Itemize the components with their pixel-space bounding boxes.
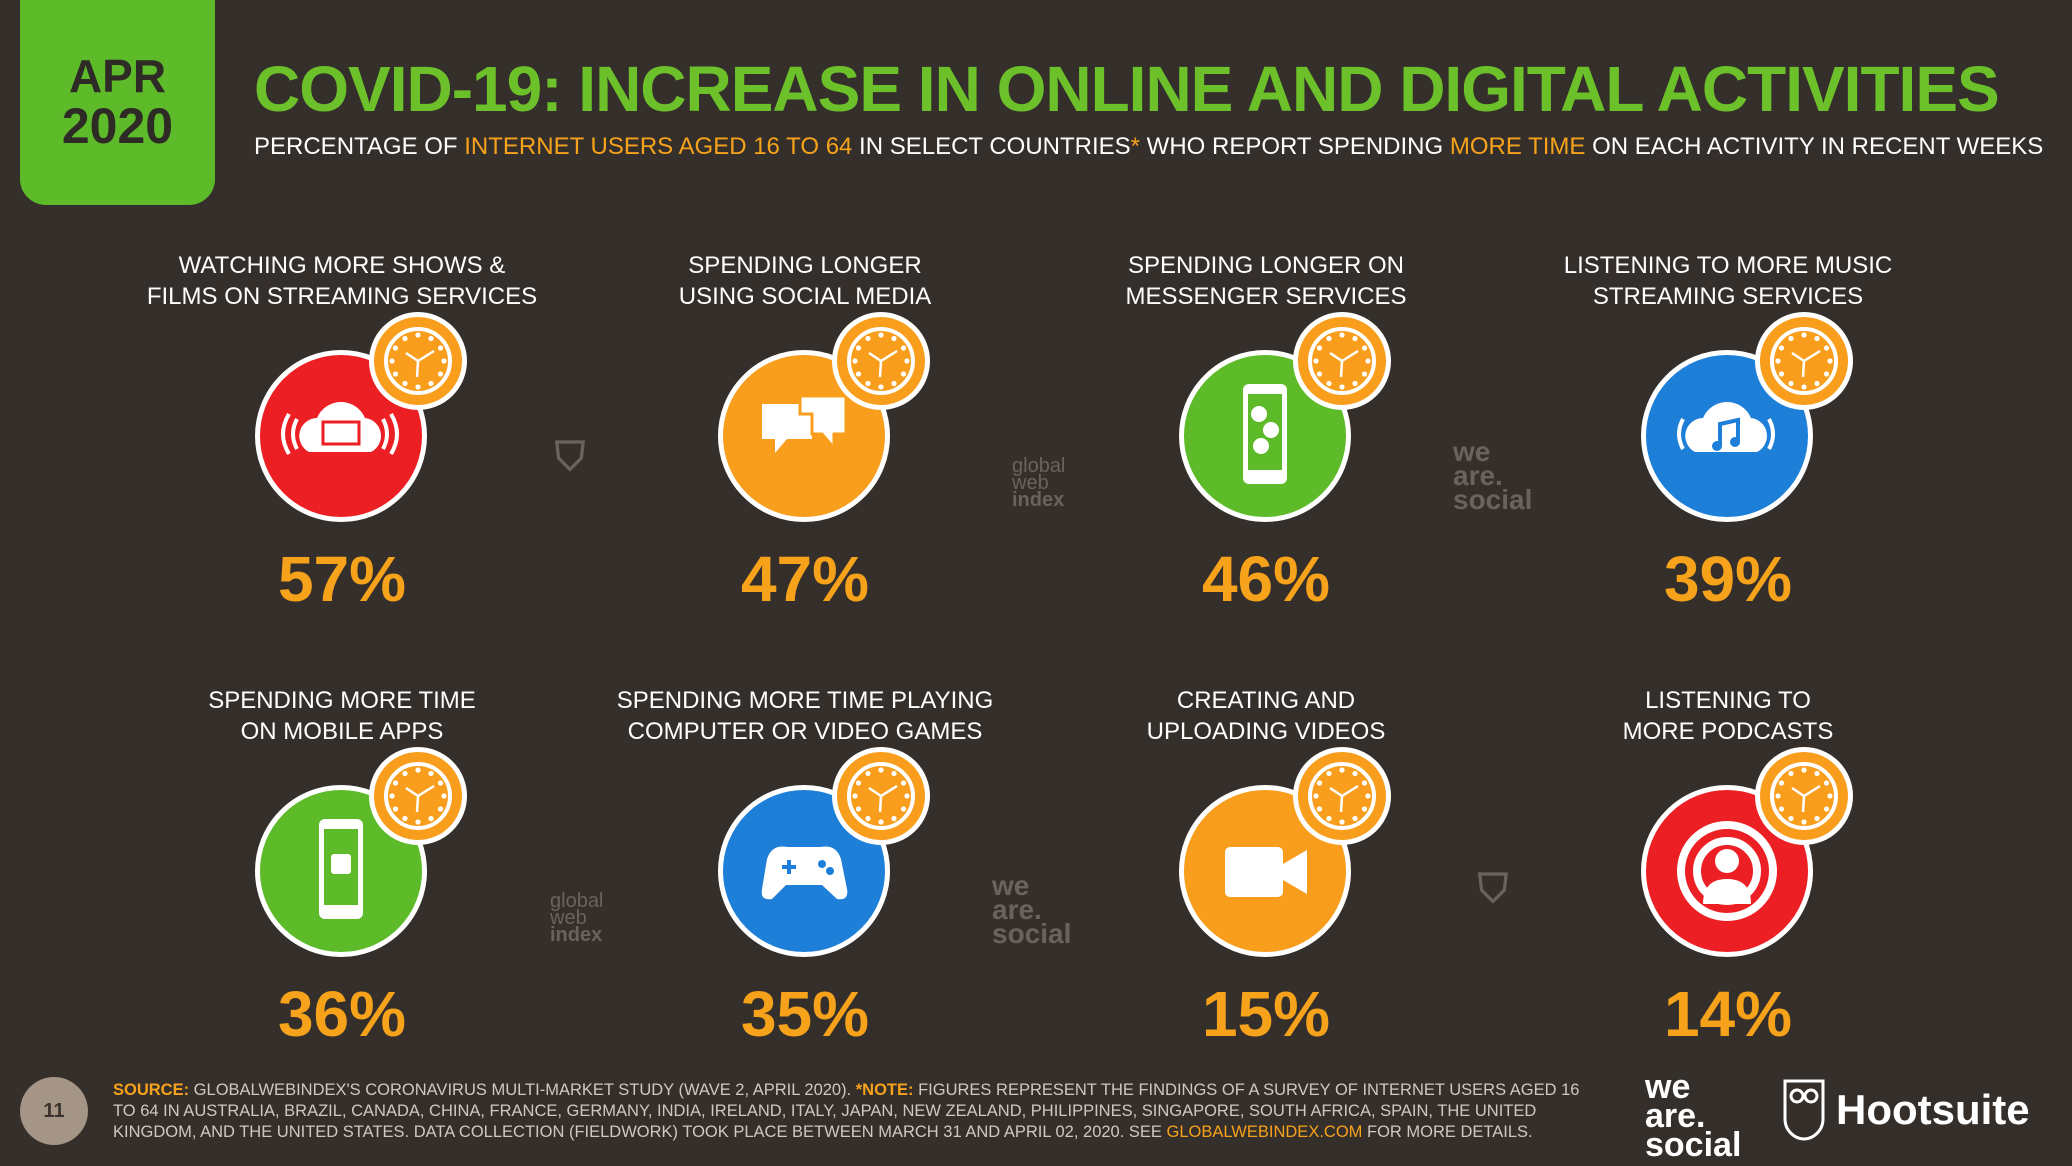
- page-title: COVID-19: INCREASE IN ONLINE AND DIGITAL…: [254, 53, 2000, 125]
- activity-label: SPENDING MORE TIME PLAYING COMPUTER OR VI…: [575, 685, 1035, 747]
- activity-card: SPENDING MORE TIME PLAYING COMPUTER OR VI…: [575, 685, 1035, 1051]
- activity-icon-group: [1613, 312, 1853, 522]
- clock-icon: [369, 747, 467, 845]
- was-watermark: we are. social: [1453, 436, 1533, 515]
- activity-percentage: 15%: [1201, 978, 1331, 1050]
- activity-label-line: FILMS ON STREAMING SERVICES: [146, 283, 538, 310]
- activity-label-line: SPENDING LONGER ON: [1127, 252, 1405, 279]
- activity-card: SPENDING LONGER ON MESSENGER SERVICES 46%: [1036, 250, 1496, 616]
- activity-card: SPENDING LONGER USING SOCIAL MEDIA 47%: [575, 250, 1035, 616]
- activity-percentage: 46%: [1201, 543, 1331, 615]
- activity-label-line: COMPUTER OR VIDEO GAMES: [627, 718, 983, 745]
- hootsuite-owl-watermark: ⛉: [1478, 867, 1508, 911]
- activity-card: WATCHING MORE SHOWS & FILMS ON STREAMING …: [112, 250, 572, 616]
- activity-icon-group: [1151, 747, 1391, 957]
- activity-label: SPENDING MORE TIME ON MOBILE APPS: [112, 685, 572, 747]
- activity-icon-group: [690, 312, 930, 522]
- clock-icon: [832, 312, 930, 410]
- subtitle-asterisk: *: [1130, 133, 1141, 160]
- hootsuite-owl-icon: [1783, 1079, 1825, 1141]
- subtitle-highlight: INTERNET USERS AGED 16 TO 64: [464, 133, 853, 160]
- activity-card: CREATING AND UPLOADING VIDEOS 15%: [1036, 685, 1496, 1051]
- activity-percentage: 35%: [740, 978, 870, 1050]
- we-are-social-logo: we are. social: [1645, 1068, 1742, 1164]
- footer-source-note: SOURCE: GLOBALWEBINDEX'S CORONAVIRUS MUL…: [113, 1080, 1603, 1143]
- activity-card: LISTENING TO MORE PODCASTS 14%: [1498, 685, 1958, 1051]
- activity-label-line: MESSENGER SERVICES: [1125, 283, 1407, 310]
- hootsuite-owl-watermark: ⛉: [555, 435, 585, 479]
- note-label: *NOTE:: [855, 1081, 914, 1099]
- was-watermark: we are. social: [992, 870, 1072, 949]
- activity-label: WATCHING MORE SHOWS & FILMS ON STREAMING …: [112, 250, 572, 312]
- subtitle-text: WHO REPORT SPENDING: [1140, 133, 1450, 160]
- activity-icon-group: [690, 747, 930, 957]
- activity-percentage: 47%: [740, 543, 870, 615]
- page-number: 11: [20, 1077, 88, 1145]
- activity-label: CREATING AND UPLOADING VIDEOS: [1036, 685, 1496, 747]
- phone-chat-icon: [1179, 350, 1351, 522]
- activity-label-line: SPENDING LONGER: [688, 252, 922, 279]
- activity-icon-group: [1151, 312, 1391, 522]
- clock-icon: [1293, 747, 1391, 845]
- activity-label-line: MORE PODCASTS: [1622, 718, 1834, 745]
- clock-icon: [832, 747, 930, 845]
- activity-card: SPENDING MORE TIME ON MOBILE APPS 36%: [112, 685, 572, 1051]
- activity-label-line: UPLOADING VIDEOS: [1146, 718, 1386, 745]
- note-text: FIGURES REPRESENT THE FINDINGS OF A SURV…: [113, 1081, 1580, 1141]
- activity-label-line: STREAMING SERVICES: [1592, 283, 1864, 310]
- source-label: SOURCE:: [113, 1081, 190, 1099]
- activity-label-line: USING SOCIAL MEDIA: [678, 283, 932, 310]
- hootsuite-wordmark: Hootsuite: [1836, 1086, 2030, 1133]
- date-badge: APR 2020: [20, 0, 215, 205]
- activity-label: SPENDING LONGER ON MESSENGER SERVICES: [1036, 250, 1496, 312]
- activity-label-line: CREATING AND: [1176, 687, 1356, 714]
- clock-icon: [369, 312, 467, 410]
- activity-label-line: ON MOBILE APPS: [240, 718, 444, 745]
- clock-icon: [1755, 312, 1853, 410]
- activity-label: LISTENING TO MORE MUSIC STREAMING SERVICE…: [1498, 250, 1958, 312]
- subtitle-text: ON EACH ACTIVITY IN RECENT WEEKS: [1585, 133, 2044, 160]
- note-end: FOR MORE DETAILS.: [1362, 1123, 1533, 1141]
- badge-month: APR: [68, 50, 167, 103]
- activity-icon-group: [227, 312, 467, 522]
- activity-label-line: LISTENING TO MORE MUSIC: [1563, 252, 1893, 279]
- activity-icon-group: [1613, 747, 1853, 957]
- activity-percentage: 39%: [1663, 543, 1793, 615]
- mobile-app-icon: [255, 785, 427, 957]
- activity-label-line: WATCHING MORE SHOWS &: [178, 252, 506, 279]
- badge-year: 2020: [61, 98, 174, 155]
- activity-percentage: 14%: [1663, 978, 1793, 1050]
- hootsuite-logo: Hootsuite: [1782, 1078, 2030, 1142]
- activity-percentage: 57%: [277, 543, 407, 615]
- activity-percentage: 36%: [277, 978, 407, 1050]
- source-text: GLOBALWEBINDEX'S CORONAVIRUS MULTI-MARKE…: [189, 1081, 856, 1099]
- subtitle-highlight: MORE TIME: [1449, 133, 1586, 160]
- clock-icon: [1293, 312, 1391, 410]
- activity-label: LISTENING TO MORE PODCASTS: [1498, 685, 1958, 747]
- gwi-watermark: global web index: [1012, 455, 1066, 511]
- subtitle-text: PERCENTAGE OF: [254, 133, 465, 160]
- activity-label: SPENDING LONGER USING SOCIAL MEDIA: [575, 250, 1035, 312]
- clock-icon: [1755, 747, 1853, 845]
- subtitle-text: IN SELECT COUNTRIES: [852, 133, 1131, 160]
- activity-label-line: SPENDING MORE TIME: [208, 687, 476, 714]
- activity-label-line: SPENDING MORE TIME PLAYING: [616, 687, 994, 714]
- gwi-link[interactable]: GLOBALWEBINDEX.COM: [1166, 1123, 1363, 1141]
- gwi-watermark: global web index: [550, 890, 604, 946]
- activity-card: LISTENING TO MORE MUSIC STREAMING SERVICE…: [1498, 250, 1958, 616]
- page-subtitle: PERCENTAGE OF INTERNET USERS AGED 16 TO …: [254, 133, 2043, 161]
- activity-icon-group: [227, 747, 467, 957]
- activity-label-line: LISTENING TO: [1645, 687, 1811, 714]
